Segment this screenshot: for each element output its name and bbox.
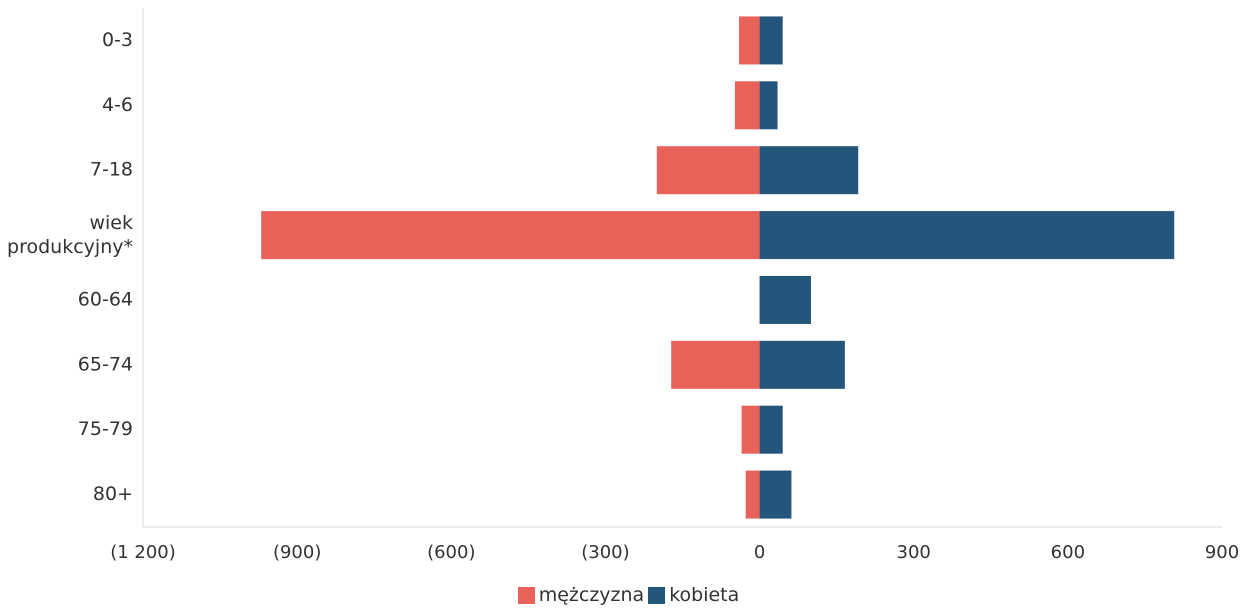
bar-female-7-18 <box>759 146 859 195</box>
category-label-wiek-produkcyjny: wiek produkcyjny* <box>7 212 133 258</box>
x-tick-label-3: (300) <box>581 542 629 563</box>
legend-label-female: kobieta <box>669 584 740 606</box>
x-tick-labels: (1 200) (900) (600) (300) 0 300 600 900 <box>110 542 1239 563</box>
bar-male-7-18 <box>656 146 760 195</box>
bar-female-80 <box>759 470 792 519</box>
bar-male-wiek-produkcyjny <box>261 211 760 260</box>
bar-female-wiek-produkcyjny <box>759 211 1175 260</box>
category-label-4-6: 4-6 <box>102 94 133 116</box>
bar-female-75-79 <box>759 405 783 454</box>
x-tick-label-0: (1 200) <box>110 542 176 563</box>
bar-female-65-74 <box>759 340 845 389</box>
legend-label-male: mężczyzna <box>538 584 645 606</box>
bar-male-4-6 <box>734 81 760 130</box>
bar-female-0-3 <box>759 16 783 65</box>
legend-swatch-female <box>648 586 666 604</box>
x-tick-label-2: (600) <box>427 542 475 563</box>
bar-female-4-6 <box>759 81 778 130</box>
category-label-0-3: 0-3 <box>102 29 133 51</box>
category-label-7-18: 7-18 <box>90 159 133 181</box>
x-tick-label-5: 300 <box>897 542 931 563</box>
bar-male-65-74 <box>671 340 760 389</box>
legend-swatch-male <box>517 586 535 604</box>
legend-item-female: kobieta <box>648 584 739 606</box>
bar-female-60-64 <box>759 275 811 324</box>
bars-group <box>261 16 1175 519</box>
category-label-65-74: 65-74 <box>78 353 133 375</box>
legend: mężczyzna kobieta <box>0 584 1257 606</box>
x-tick-label-6: 600 <box>1051 542 1085 563</box>
x-tick-label-4: 0 <box>754 542 765 563</box>
legend-item-male: mężczyzna <box>517 584 645 606</box>
x-tick-label-7: 900 <box>1205 542 1239 563</box>
category-label-60-64: 60-64 <box>78 288 133 310</box>
axes-group <box>142 8 1222 528</box>
category-label-75-79: 75-79 <box>78 418 133 440</box>
category-labels: 0-3 4-6 7-18 wiek produkcyjny* 60-64 65-74 75-7… <box>7 29 133 505</box>
bar-male-80 <box>745 470 760 519</box>
x-tick-label-1: (900) <box>273 542 321 563</box>
category-label-80: 80+ <box>93 483 133 505</box>
bar-male-75-79 <box>741 405 760 454</box>
bar-male-0-3 <box>739 16 760 65</box>
